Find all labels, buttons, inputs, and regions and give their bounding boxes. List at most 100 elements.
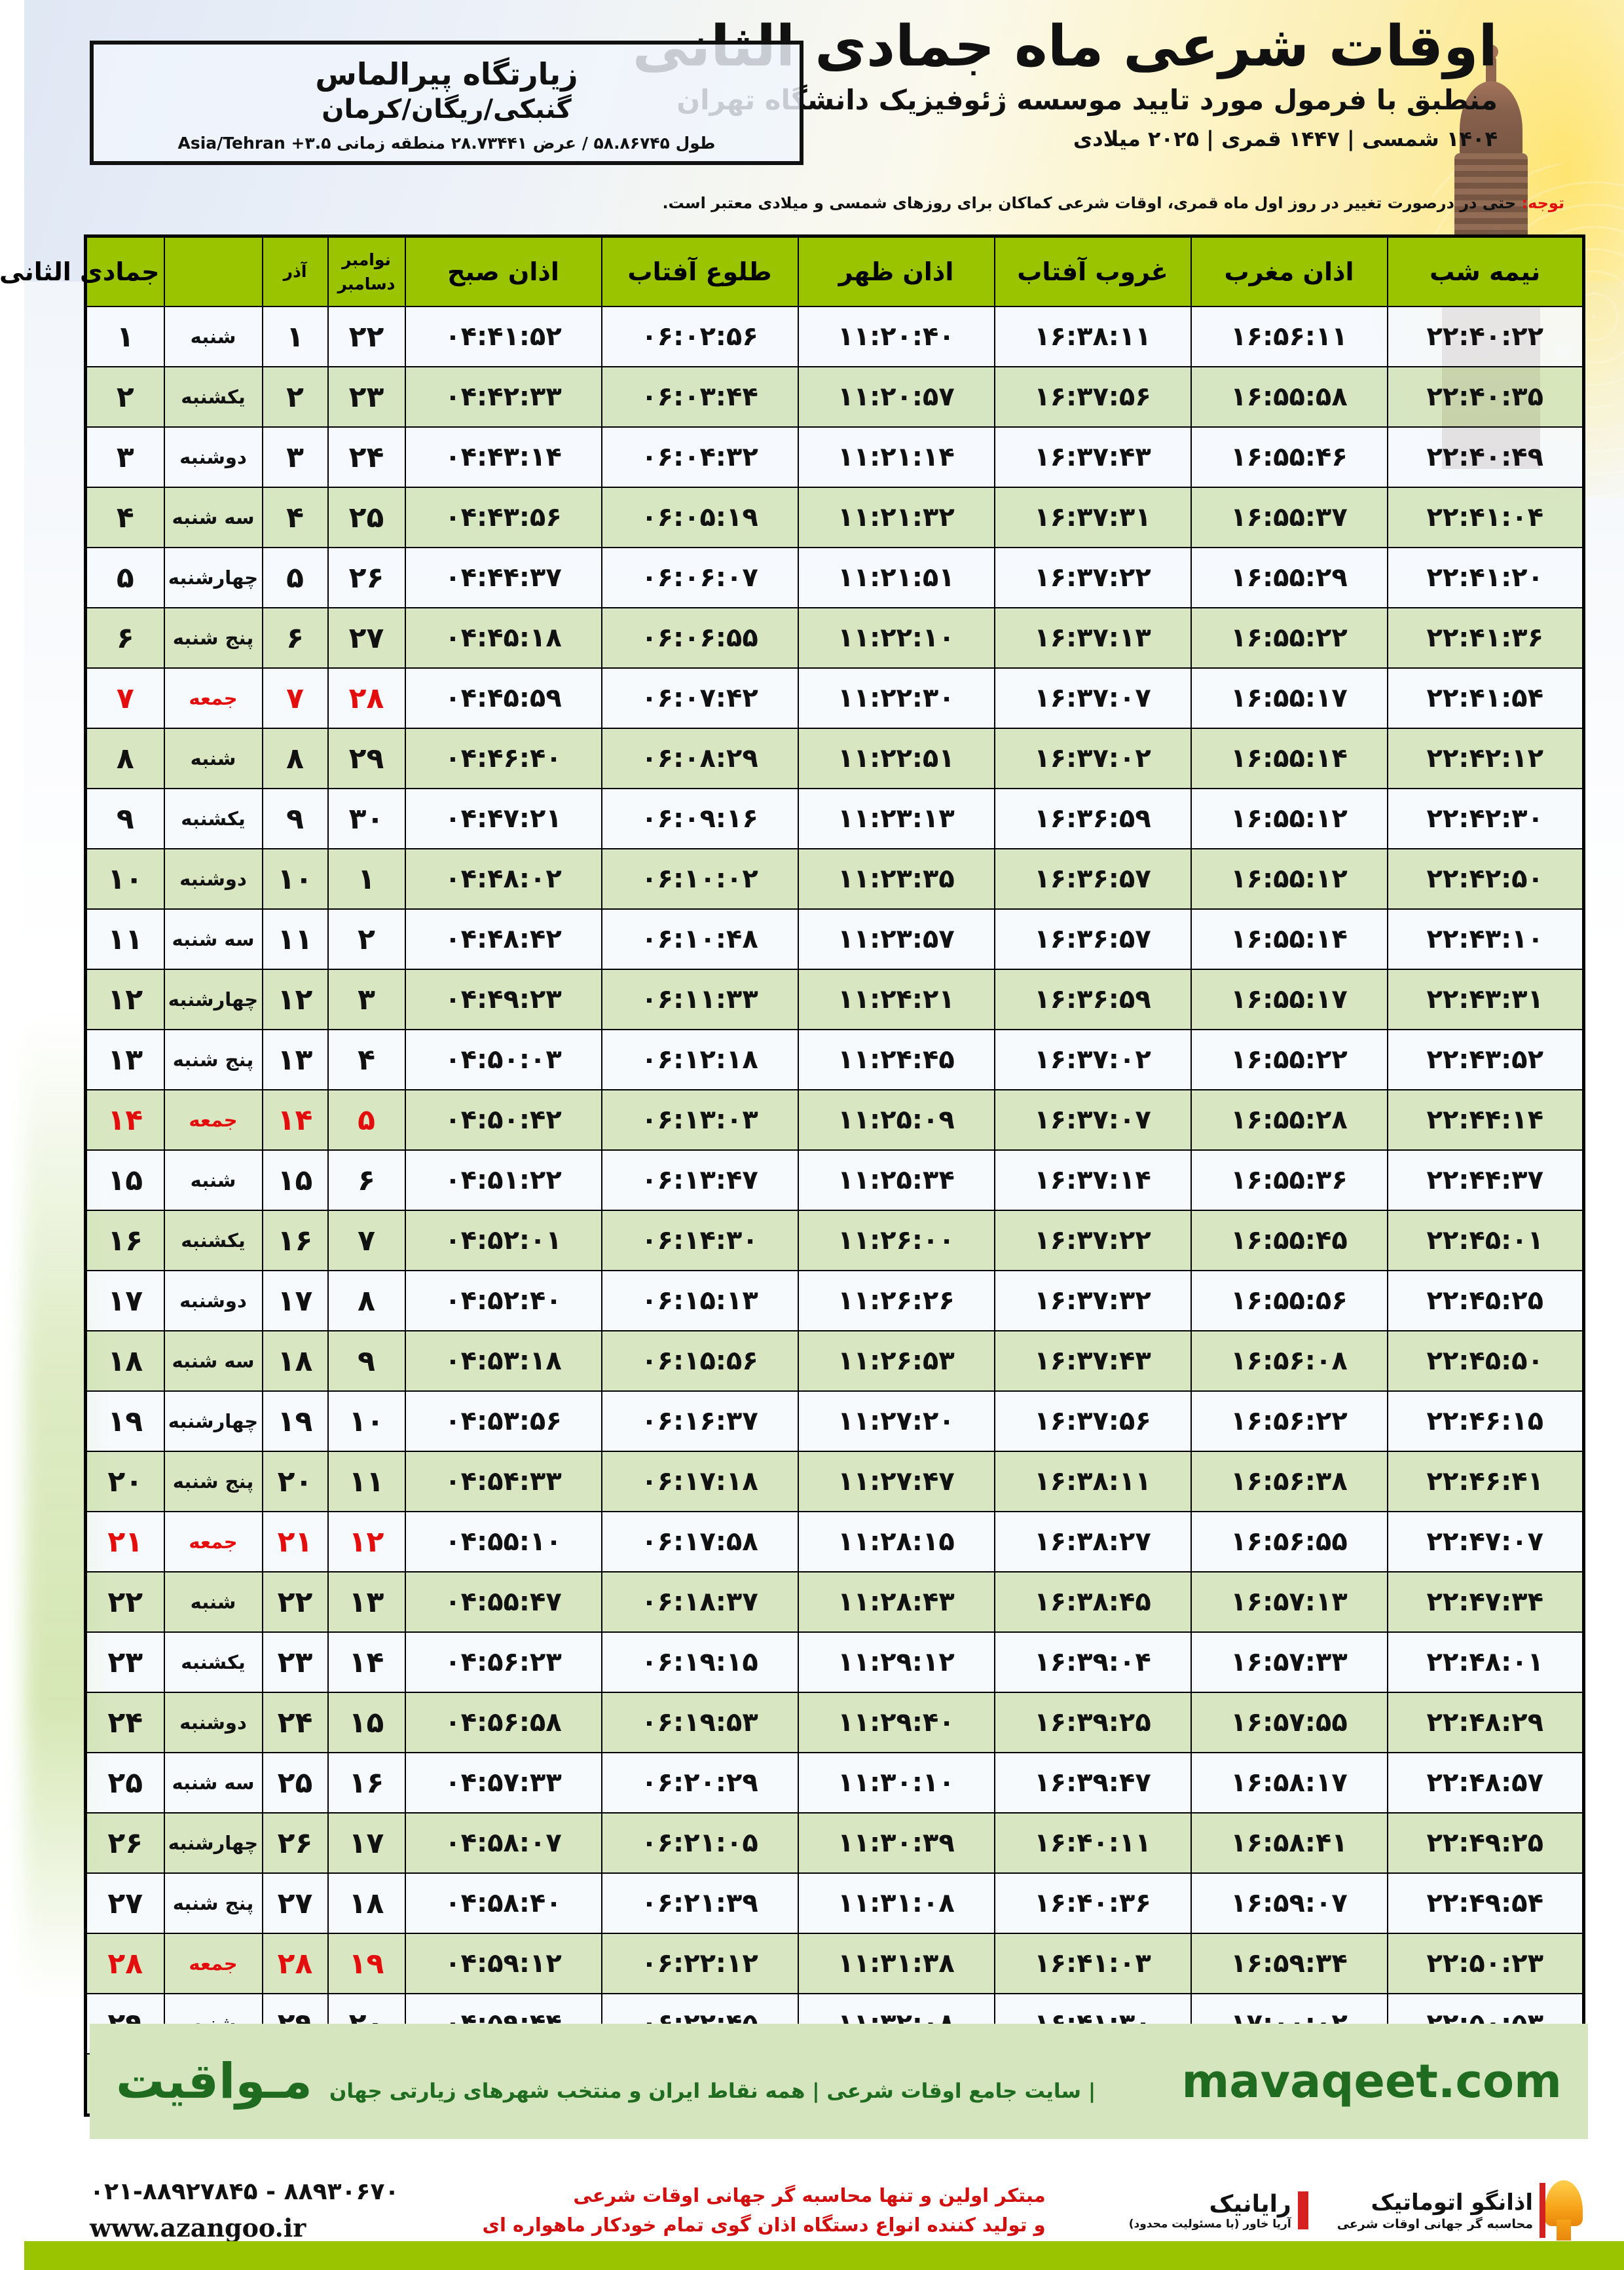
cell-weekday: شنبه <box>140 307 238 367</box>
cell-gregorian-day: ۱۲ <box>304 1512 381 1572</box>
cell-shamsi-day: ۲۰ <box>238 1451 304 1512</box>
cell-sobh: ۰۴:۴۸:۴۲ <box>381 909 578 969</box>
page-title: اوقات شرعی ماه جمادی الثانی <box>701 18 1473 76</box>
cell-weekday: دوشنبه <box>140 427 238 487</box>
cell-zohr: ۱۱:۳۰:۳۹ <box>774 1813 970 1873</box>
cell-zohr: ۱۱:۲۰:۵۷ <box>774 367 970 427</box>
location-coordinates: طول ۵۸.۸۶۷۴۵ / عرض ۲۸.۷۳۴۴۱ منطقه زمانی … <box>69 134 775 153</box>
rayanik-bar-icon <box>1274 2191 1284 2229</box>
cell-hijri-day: ۱۲ <box>62 969 140 1030</box>
cell-zohr: ۱۱:۲۶:۰۰ <box>774 1210 970 1271</box>
cell-nimeshab: ۲۲:۴۶:۱۵ <box>1363 1391 1560 1451</box>
cell-weekday: جمعه <box>140 668 238 728</box>
azangoo-logo-sub: محاسبه گر جهانی اوقات شرعی <box>1313 2217 1509 2231</box>
cell-hijri-day: ۲۵ <box>62 1753 140 1813</box>
cell-nimeshab: ۲۲:۴۷:۰۷ <box>1363 1512 1560 1572</box>
cell-nimeshab: ۲۲:۴۲:۳۰ <box>1363 789 1560 849</box>
cell-shamsi-day: ۱۷ <box>238 1271 304 1331</box>
cell-maghreb: ۱۶:۵۵:۱۷ <box>1167 969 1363 1030</box>
prayer-times-table: نیمه شب اذان مغرب غروب آفتاب اذان ظهر طل… <box>60 234 1561 2117</box>
cell-gregorian-day: ۶ <box>304 1150 381 1210</box>
cell-ghorub: ۱۶:۳۷:۴۳ <box>970 1331 1167 1391</box>
col-header-midnight: نیمه شب <box>1363 236 1560 307</box>
cell-sobh: ۰۴:۵۰:۴۲ <box>381 1090 578 1150</box>
cell-maghreb: ۱۶:۵۵:۲۲ <box>1167 608 1363 668</box>
cell-zohr: ۱۱:۳۱:۰۸ <box>774 1873 970 1933</box>
cell-tolu: ۰۶:۰۹:۱۶ <box>578 789 774 849</box>
promo-tagline: | سایت جامع اوقات شرعی | همه نقاط ایران … <box>305 2079 1071 2103</box>
table-row: ۲۲:۴۱:۲۰ ۱۶:۵۵:۲۹ ۱۶:۳۷:۲۲ ۱۱:۲۱:۵۱ ۰۶:۰۶:۰۷… <box>62 548 1560 608</box>
cell-hijri-day: ۱۰ <box>62 849 140 909</box>
col-header-fajr-azan: اذان صبح <box>381 236 578 307</box>
cell-hijri-day: ۲۰ <box>62 1451 140 1512</box>
cell-tolu: ۰۶:۰۶:۵۵ <box>578 608 774 668</box>
location-name: زیارتگاه پیرالماس <box>69 56 775 92</box>
cell-zohr: ۱۱:۲۵:۳۴ <box>774 1150 970 1210</box>
cell-zohr: ۱۱:۲۰:۴۰ <box>774 307 970 367</box>
table-row: ۲۲:۴۸:۲۹ ۱۶:۵۷:۵۵ ۱۶:۳۹:۲۵ ۱۱:۲۹:۴۰ ۰۶:۱۹:۵۳… <box>62 1692 1560 1753</box>
cell-nimeshab: ۲۲:۴۴:۱۴ <box>1363 1090 1560 1150</box>
cell-gregorian-day: ۹ <box>304 1331 381 1391</box>
cell-tolu: ۰۶:۰۵:۱۹ <box>578 487 774 548</box>
cell-weekday: شنبه <box>140 1150 238 1210</box>
cell-zohr: ۱۱:۲۱:۵۱ <box>774 548 970 608</box>
cell-shamsi-day: ۱۳ <box>238 1030 304 1090</box>
cell-nimeshab: ۲۲:۴۰:۴۹ <box>1363 427 1560 487</box>
cell-sobh: ۰۴:۵۳:۵۶ <box>381 1391 578 1451</box>
cell-maghreb: ۱۶:۵۷:۱۳ <box>1167 1572 1363 1632</box>
cell-shamsi-day: ۱۰ <box>238 849 304 909</box>
cell-hijri-day: ۱ <box>62 307 140 367</box>
cell-ghorub: ۱۶:۳۷:۰۲ <box>970 728 1167 789</box>
cell-tolu: ۰۶:۱۵:۵۶ <box>578 1331 774 1391</box>
cell-sobh: ۰۴:۵۶:۵۸ <box>381 1692 578 1753</box>
contact-website[interactable]: www.azangoo.ir <box>65 2210 375 2246</box>
cell-nimeshab: ۲۲:۴۲:۱۲ <box>1363 728 1560 789</box>
cell-nimeshab: ۲۲:۴۷:۳۴ <box>1363 1572 1560 1632</box>
cell-tolu: ۰۶:۱۸:۳۷ <box>578 1572 774 1632</box>
cell-shamsi-day: ۲۲ <box>238 1572 304 1632</box>
cell-maghreb: ۱۶:۵۵:۱۷ <box>1167 668 1363 728</box>
cell-tolu: ۰۶:۱۷:۱۸ <box>578 1451 774 1512</box>
cell-maghreb: ۱۶:۵۶:۳۸ <box>1167 1451 1363 1512</box>
table-row: ۲۲:۴۰:۲۲ ۱۶:۵۶:۱۱ ۱۶:۳۸:۱۱ ۱۱:۲۰:۴۰ ۰۶:۰۲:۵۶… <box>62 307 1560 367</box>
cell-hijri-day: ۲۴ <box>62 1692 140 1753</box>
cell-nimeshab: ۲۲:۴۹:۵۴ <box>1363 1873 1560 1933</box>
cell-tolu: ۰۶:۱۹:۵۳ <box>578 1692 774 1753</box>
table-row: ۲۲:۴۰:۳۵ ۱۶:۵۵:۵۸ ۱۶:۳۷:۵۶ ۱۱:۲۰:۵۷ ۰۶:۰۳:۴۴… <box>62 367 1560 427</box>
cell-nimeshab: ۲۲:۵۰:۲۳ <box>1363 1933 1560 1994</box>
cell-tolu: ۰۶:۱۳:۰۳ <box>578 1090 774 1150</box>
cell-maghreb: ۱۶:۵۵:۵۸ <box>1167 367 1363 427</box>
footer-slogan: مبتکر اولین و تنها محاسبه گر جهانی اوقات… <box>458 2181 1021 2240</box>
promo-website-url[interactable]: mavaqeet.com <box>1157 2055 1538 2108</box>
table-row: ۲۲:۴۳:۳۱ ۱۶:۵۵:۱۷ ۱۶:۳۶:۵۹ ۱۱:۲۴:۲۱ ۰۶:۱۱:۳۳… <box>62 969 1560 1030</box>
cell-shamsi-day: ۲۴ <box>238 1692 304 1753</box>
cell-ghorub: ۱۶:۳۷:۰۷ <box>970 1090 1167 1150</box>
table-row: ۲۲:۴۳:۱۰ ۱۶:۵۵:۱۴ ۱۶:۳۶:۵۷ ۱۱:۲۳:۵۷ ۰۶:۱۰:۴۸… <box>62 909 1560 969</box>
azangoo-lamp-icon <box>1515 2180 1564 2241</box>
cell-weekday: پنج شنبه <box>140 1030 238 1090</box>
cell-sobh: ۰۴:۵۰:۰۳ <box>381 1030 578 1090</box>
cell-zohr: ۱۱:۲۶:۵۳ <box>774 1331 970 1391</box>
cell-sobh: ۰۴:۴۴:۳۷ <box>381 548 578 608</box>
col-header-dhuhr-azan: اذان ظهر <box>774 236 970 307</box>
cell-sobh: ۰۴:۴۵:۱۸ <box>381 608 578 668</box>
table-row: ۲۲:۴۸:۵۷ ۱۶:۵۸:۱۷ ۱۶:۳۹:۴۷ ۱۱:۳۰:۱۰ ۰۶:۲۰:۲۹… <box>62 1753 1560 1813</box>
cell-tolu: ۰۶:۰۴:۳۲ <box>578 427 774 487</box>
slogan-line-2: و تولید کننده انواع دستگاه اذان گوی تمام… <box>458 2210 1021 2240</box>
cell-gregorian-day: ۱۱ <box>304 1451 381 1512</box>
table-row: ۲۲:۴۷:۰۷ ۱۶:۵۶:۵۵ ۱۶:۳۸:۲۷ ۱۱:۲۸:۱۵ ۰۶:۱۷:۵۸… <box>62 1512 1560 1572</box>
table-header-row: نیمه شب اذان مغرب غروب آفتاب اذان ظهر طل… <box>62 236 1560 307</box>
cell-maghreb: ۱۶:۵۵:۱۲ <box>1167 789 1363 849</box>
col-header-azar: آذر <box>240 259 302 284</box>
cell-zohr: ۱۱:۳۰:۱۰ <box>774 1753 970 1813</box>
cell-tolu: ۰۶:۱۰:۰۲ <box>578 849 774 909</box>
cell-hijri-day: ۲۶ <box>62 1813 140 1873</box>
cell-gregorian-day: ۲۷ <box>304 608 381 668</box>
table-row: ۲۲:۴۲:۳۰ ۱۶:۵۵:۱۲ ۱۶:۳۶:۵۹ ۱۱:۲۳:۱۳ ۰۶:۰۹:۱۶… <box>62 789 1560 849</box>
table-row: ۲۲:۴۶:۱۵ ۱۶:۵۶:۲۲ ۱۶:۳۷:۵۶ ۱۱:۲۷:۲۰ ۰۶:۱۶:۳۷… <box>62 1391 1560 1451</box>
cell-shamsi-day: ۲۱ <box>238 1512 304 1572</box>
year-line: ۱۴۰۴ شمسی | ۱۴۴۷ قمری | ۲۰۲۵ میلادی <box>701 126 1473 151</box>
cell-gregorian-day: ۱۸ <box>304 1873 381 1933</box>
table-row: ۲۲:۴۰:۴۹ ۱۶:۵۵:۴۶ ۱۶:۳۷:۴۳ ۱۱:۲۱:۱۴ ۰۶:۰۴:۳۲… <box>62 427 1560 487</box>
cell-shamsi-day: ۱۹ <box>238 1391 304 1451</box>
